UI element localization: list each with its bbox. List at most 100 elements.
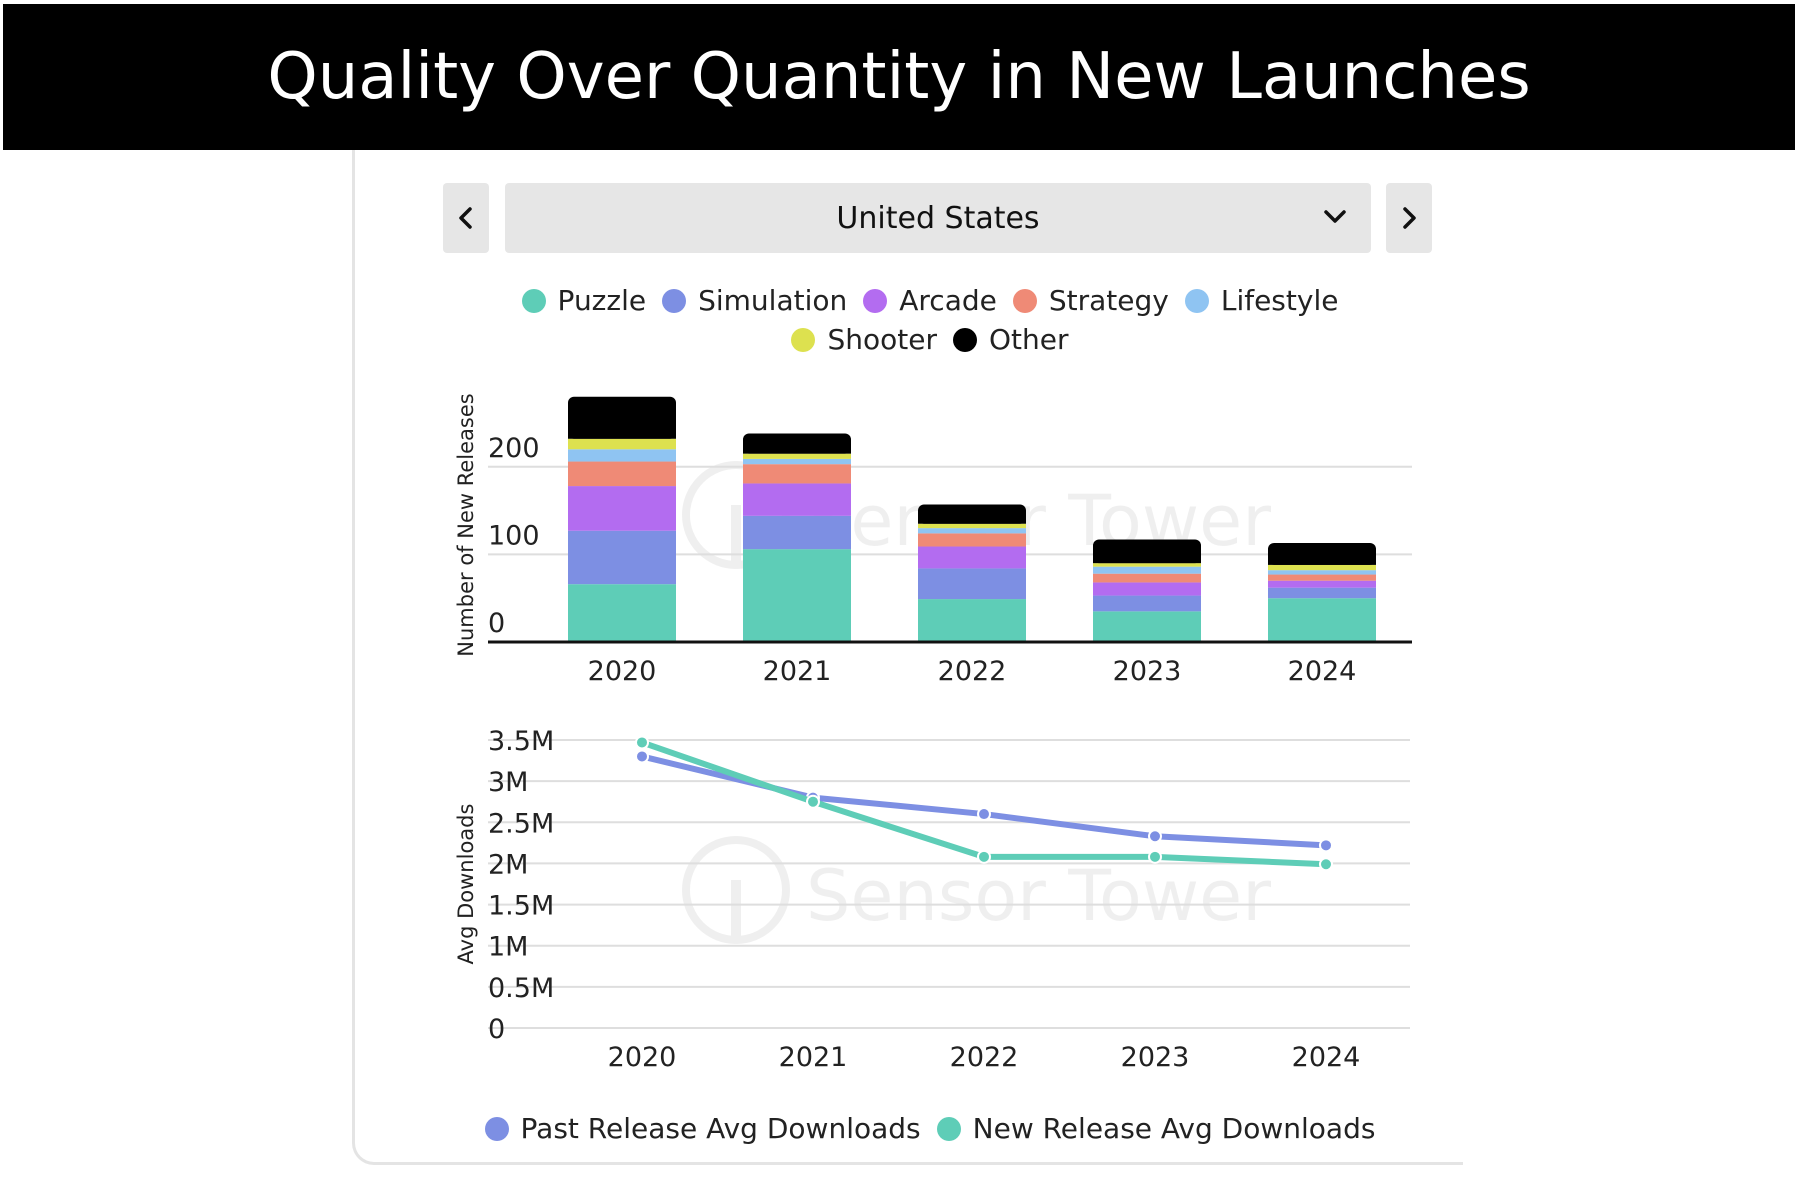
y-tick-label: 0 bbox=[488, 1014, 505, 1045]
legend-marker-icon bbox=[936, 1116, 961, 1141]
bar-segment-simulation bbox=[743, 515, 851, 550]
legend-marker-icon bbox=[952, 327, 977, 352]
data-point bbox=[635, 735, 649, 750]
0-legend-item[interactable]: Strategy bbox=[1012, 284, 1169, 317]
legend-label: Arcade bbox=[899, 284, 997, 317]
previous-button[interactable] bbox=[443, 183, 489, 253]
x-tick-label: 2020 bbox=[608, 1042, 677, 1073]
0-legend-item[interactable]: Simulation bbox=[662, 284, 847, 317]
y-axis-title: Number of New Releases bbox=[454, 393, 478, 656]
bar-segment-simulation bbox=[918, 568, 1026, 600]
bar-segment-arcade bbox=[743, 483, 851, 516]
chevron-left-icon bbox=[459, 207, 472, 229]
bar-chart-legend: Puzzle Simulation Arcade Strategy Lifestyle S… bbox=[445, 284, 1415, 356]
series-line-new-release bbox=[639, 739, 1329, 868]
country-dropdown-value: United States bbox=[836, 200, 1040, 236]
0-legend-item[interactable]: Shooter bbox=[791, 323, 937, 356]
bar-segment-other bbox=[918, 512, 1026, 524]
bar-segment-other bbox=[743, 441, 851, 454]
y-tick-label: 3.5M bbox=[488, 726, 554, 757]
bar-segment-shooter bbox=[1268, 564, 1376, 571]
bar-segment-lifestyle bbox=[1268, 570, 1376, 575]
bar-segment-strategy bbox=[918, 533, 1026, 547]
1-legend-item[interactable]: New Release Avg Downloads bbox=[936, 1112, 1376, 1145]
x-tick-label: 2022 bbox=[950, 1042, 1019, 1073]
legend-label: Puzzle bbox=[557, 284, 647, 317]
y-tick-label: 1M bbox=[488, 932, 528, 963]
watermark-logo: Sensor Tower bbox=[682, 836, 1271, 944]
legend-marker-icon bbox=[484, 1116, 509, 1141]
y-axis-title: Avg Downloads bbox=[454, 804, 478, 965]
legend-label: Lifestyle bbox=[1220, 284, 1339, 317]
0-legend-item[interactable]: Other bbox=[952, 323, 1069, 356]
legend-marker-icon bbox=[1184, 288, 1209, 313]
bar-segment-shooter bbox=[568, 438, 676, 450]
chevron-down-icon bbox=[1324, 210, 1346, 223]
bar-segment-other bbox=[1093, 547, 1201, 564]
bar-segment-lifestyle bbox=[743, 458, 851, 465]
bar-segment-strategy bbox=[1268, 574, 1376, 581]
y-tick-label: 0 bbox=[488, 608, 505, 639]
watermark-logo-icon bbox=[682, 836, 790, 944]
0-legend-item[interactable]: Lifestyle bbox=[1184, 284, 1339, 317]
next-button[interactable] bbox=[1386, 183, 1432, 253]
bar-segment-simulation bbox=[1093, 595, 1201, 612]
x-tick-label: 2023 bbox=[1113, 656, 1182, 687]
bar-segment-arcade bbox=[568, 486, 676, 531]
data-point bbox=[1319, 857, 1333, 872]
legend-label: Strategy bbox=[1048, 284, 1169, 317]
legend-label: Past Release Avg Downloads bbox=[520, 1112, 921, 1145]
bar-segment-arcade bbox=[1268, 580, 1376, 588]
data-point bbox=[635, 749, 649, 764]
0-legend-item[interactable]: Arcade bbox=[863, 284, 997, 317]
y-tick-label: 100 bbox=[488, 520, 540, 551]
y-tick-label: 2.5M bbox=[488, 808, 554, 839]
chart-card bbox=[352, 150, 1463, 1165]
bar-segment-lifestyle bbox=[568, 449, 676, 462]
data-point bbox=[977, 849, 991, 864]
x-tick-label: 2021 bbox=[779, 1042, 848, 1073]
bar-segment-puzzle bbox=[743, 549, 851, 642]
page-title: Quality Over Quantity in New Launches bbox=[3, 4, 1795, 150]
bar-segment-strategy bbox=[743, 464, 851, 484]
y-tick-label: 3M bbox=[488, 767, 528, 798]
y-tick-label: 0.5M bbox=[488, 973, 554, 1004]
legend-marker-icon bbox=[1012, 288, 1037, 313]
bar-segment-puzzle bbox=[1268, 598, 1376, 642]
legend-marker-icon bbox=[662, 288, 687, 313]
data-point bbox=[1319, 838, 1333, 853]
bar-segment-shooter bbox=[918, 523, 1026, 529]
bar-segment-other bbox=[568, 404, 676, 439]
0-legend-item[interactable]: Puzzle bbox=[521, 284, 647, 317]
chevron-right-icon bbox=[1403, 207, 1416, 229]
bar-segment-strategy bbox=[1093, 573, 1201, 583]
x-tick-label: 2023 bbox=[1121, 1042, 1190, 1073]
bar-segment-shooter bbox=[743, 453, 851, 459]
watermark-text: Sensor Tower bbox=[806, 855, 1271, 937]
x-tick-label: 2021 bbox=[763, 656, 832, 687]
y-tick-label: 2M bbox=[488, 849, 528, 880]
x-tick-label: 2024 bbox=[1288, 656, 1357, 687]
data-point bbox=[806, 794, 820, 809]
x-tick-label: 2020 bbox=[588, 656, 657, 687]
country-dropdown[interactable]: United States bbox=[505, 183, 1371, 253]
bar-segment-lifestyle bbox=[918, 528, 1026, 534]
bar-segment-puzzle bbox=[568, 584, 676, 642]
1-legend-item[interactable]: Past Release Avg Downloads bbox=[484, 1112, 921, 1145]
bar-segment-puzzle bbox=[918, 599, 1026, 642]
legend-label: New Release Avg Downloads bbox=[972, 1112, 1376, 1145]
bar-segment-simulation bbox=[1268, 587, 1376, 599]
legend-marker-icon bbox=[863, 288, 888, 313]
bar-segment-lifestyle bbox=[1093, 566, 1201, 574]
y-tick-label: 1.5M bbox=[488, 891, 554, 922]
data-point bbox=[977, 807, 991, 822]
data-point bbox=[1148, 829, 1162, 844]
line-chart-legend: Past Release Avg Downloads New Release Av… bbox=[445, 1112, 1415, 1145]
y-tick-label: 200 bbox=[488, 433, 540, 464]
watermark-logo-stem bbox=[731, 880, 741, 940]
bar-segment-arcade bbox=[918, 546, 1026, 569]
legend-marker-icon bbox=[791, 327, 816, 352]
data-point bbox=[1148, 849, 1162, 864]
legend-marker-icon bbox=[521, 288, 546, 313]
